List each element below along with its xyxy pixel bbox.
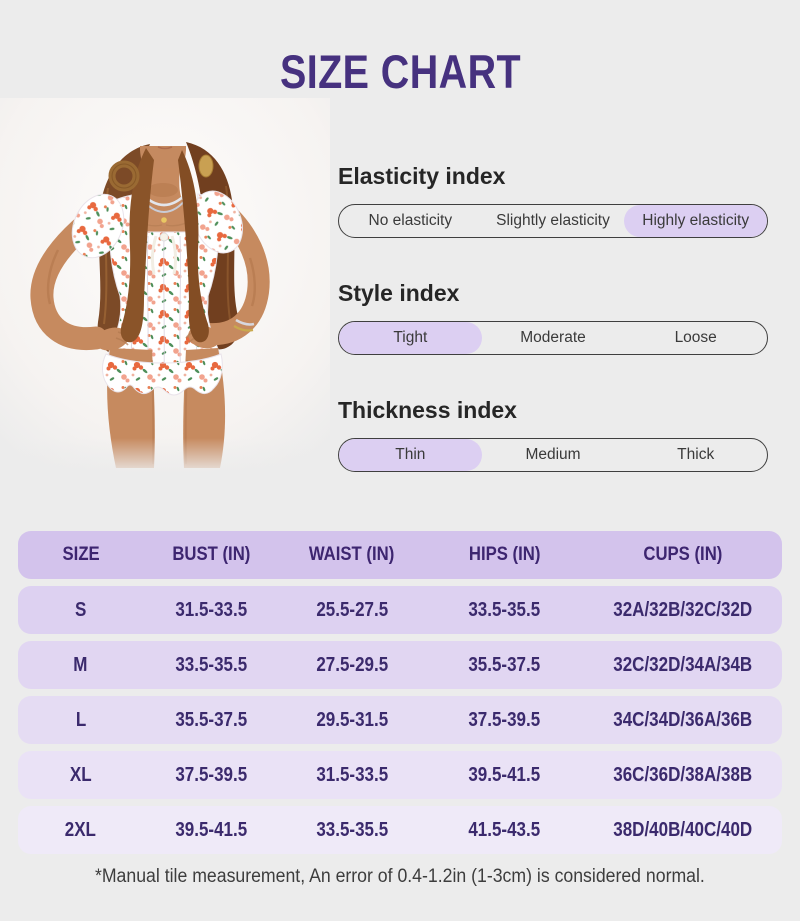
header-waist: WAIST (IN) xyxy=(309,544,395,565)
front-hair xyxy=(120,148,209,343)
cell-cups: 32A/32B/32C/32D xyxy=(613,598,753,621)
measurement-disclaimer: *Manual tile measurement, An error of 0.… xyxy=(95,866,705,887)
cell-bust: 37.5-39.5 xyxy=(174,763,247,786)
table-row-s: S 31.5-33.5 25.5-27.5 33.5-35.5 32A/32B/… xyxy=(18,586,782,634)
option-slightly-elasticity: Slightly elasticity xyxy=(496,212,610,229)
option-medium: Medium xyxy=(525,446,581,463)
cell-bust: 35.5-37.5 xyxy=(174,708,247,731)
cell-waist: 33.5-35.5 xyxy=(315,818,388,841)
style-index-scale: Tight Moderate Loose xyxy=(338,321,768,355)
cell-hips: 33.5-35.5 xyxy=(468,598,541,621)
neckline-tie xyxy=(150,232,178,275)
cell-waist: 25.5-27.5 xyxy=(315,598,388,621)
style-index-title: Style index xyxy=(338,280,460,306)
cell-cups: 38D/40B/40C/40D xyxy=(613,818,753,841)
cell-cups: 34C/34D/36A/36B xyxy=(613,708,753,731)
elasticity-index-title: Elasticity index xyxy=(338,163,506,189)
header-size: SIZE xyxy=(62,544,100,565)
cell-size: S xyxy=(74,598,87,621)
cell-waist: 29.5-31.5 xyxy=(315,708,388,731)
cell-size: 2XL xyxy=(65,818,97,841)
header-cups: CUPS (IN) xyxy=(643,544,723,565)
cap-sleeves xyxy=(71,190,243,259)
cell-hips: 35.5-37.5 xyxy=(468,653,541,676)
table-row-xl: XL 37.5-39.5 31.5-33.5 39.5-41.5 36C/36D… xyxy=(18,751,782,799)
photo-bottom-fade xyxy=(0,438,330,476)
cell-size: XL xyxy=(69,763,92,786)
size-table-header-row: SIZE BUST (IN) WAIST (IN) HIPS (IN) CUPS… xyxy=(18,531,782,579)
option-highly-elasticity: Highly elasticity xyxy=(624,205,767,237)
cell-waist: 27.5-29.5 xyxy=(315,653,388,676)
cell-hips: 41.5-43.5 xyxy=(468,818,541,841)
header-hips: HIPS (IN) xyxy=(468,544,541,565)
option-loose: Loose xyxy=(674,329,717,346)
index-panels: Elasticity index No elasticity Slightly … xyxy=(338,163,768,472)
cell-size: M xyxy=(73,653,88,676)
cell-size: L xyxy=(75,708,86,731)
product-image xyxy=(0,98,330,476)
cell-bust: 33.5-35.5 xyxy=(174,653,247,676)
page-title: SIZE CHART xyxy=(279,45,521,98)
ruffle-hem xyxy=(102,353,223,396)
cell-hips: 39.5-41.5 xyxy=(468,763,541,786)
option-no-elasticity: No elasticity xyxy=(368,212,453,229)
earrings xyxy=(108,154,214,192)
style-index-block: Style index Tight Moderate Loose xyxy=(338,280,768,355)
cell-bust: 39.5-41.5 xyxy=(174,818,247,841)
cell-cups: 36C/36D/38A/38B xyxy=(613,763,753,786)
bracelets xyxy=(233,318,255,332)
table-row-m: M 33.5-35.5 27.5-29.5 35.5-37.5 32C/32D/… xyxy=(18,641,782,689)
elasticity-index-scale: No elasticity Slightly elasticity Highly… xyxy=(338,204,768,238)
option-thin: Thin xyxy=(339,439,482,471)
cell-waist: 31.5-33.5 xyxy=(315,763,388,786)
elasticity-index-block: Elasticity index No elasticity Slightly … xyxy=(338,163,768,238)
cell-cups: 32C/32D/34A/34B xyxy=(613,653,753,676)
option-thick: Thick xyxy=(677,446,715,463)
size-table: SIZE BUST (IN) WAIST (IN) HIPS (IN) CUPS… xyxy=(18,531,782,861)
thickness-index-block: Thickness index Thin Medium Thick xyxy=(338,397,768,472)
table-row-l: L 35.5-37.5 29.5-31.5 37.5-39.5 34C/34D/… xyxy=(18,696,782,744)
option-moderate: Moderate xyxy=(520,329,586,346)
option-tight: Tight xyxy=(339,322,482,354)
table-row-2xl: 2XL 39.5-41.5 33.5-35.5 41.5-43.5 38D/40… xyxy=(18,806,782,854)
thickness-index-title: Thickness index xyxy=(338,397,517,423)
header-bust: BUST (IN) xyxy=(171,544,250,565)
cell-bust: 31.5-33.5 xyxy=(174,598,247,621)
cell-hips: 37.5-39.5 xyxy=(468,708,541,731)
thickness-index-scale: Thin Medium Thick xyxy=(338,438,768,472)
